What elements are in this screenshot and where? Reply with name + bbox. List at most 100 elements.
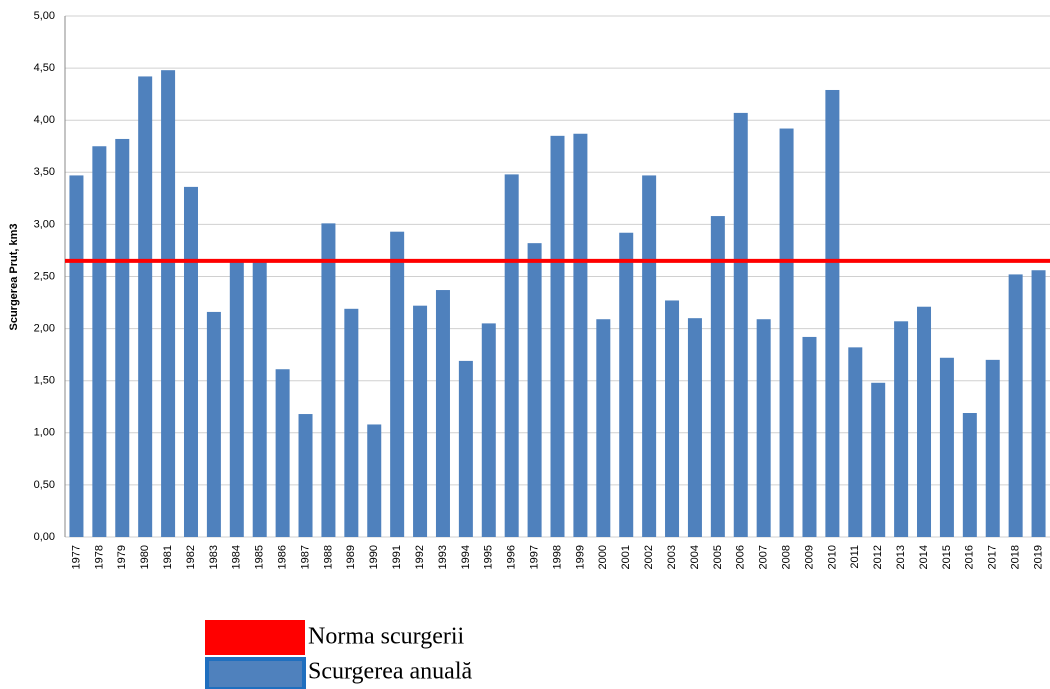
x-tick-label: 2008 xyxy=(780,545,792,569)
y-axis-label: Scurgerea Prut, km3 xyxy=(8,224,20,331)
bar xyxy=(733,112,748,537)
bar xyxy=(161,70,176,538)
x-tick-label: 1984 xyxy=(231,545,243,569)
bar xyxy=(275,369,290,537)
y-tick-label: 4,50 xyxy=(34,62,55,74)
bar xyxy=(435,290,450,537)
bar xyxy=(665,300,680,537)
bar xyxy=(458,360,473,537)
x-tick-label: 2011 xyxy=(849,545,861,569)
bar xyxy=(848,347,863,537)
bar xyxy=(229,259,244,537)
x-tick-label: 2017 xyxy=(987,545,999,569)
bar xyxy=(710,216,725,537)
bar xyxy=(573,133,588,537)
x-tick-label: 2019 xyxy=(1032,545,1044,569)
legend-swatch xyxy=(205,657,306,689)
x-tick-label: 2012 xyxy=(872,545,884,569)
y-tick-label: 2,00 xyxy=(34,323,55,335)
x-tick-label: 1978 xyxy=(93,545,105,569)
x-tick-label: 2003 xyxy=(666,545,678,569)
bar xyxy=(619,232,634,537)
x-tick-label: 2002 xyxy=(643,545,655,569)
x-tick-label: 1996 xyxy=(506,545,518,569)
bar xyxy=(825,89,840,538)
bar xyxy=(894,321,909,537)
x-tick-label: 1991 xyxy=(391,545,403,569)
bar xyxy=(985,359,1000,537)
x-tick-label: 2014 xyxy=(918,545,930,569)
y-tick-label: 3,00 xyxy=(34,218,55,230)
bar xyxy=(183,186,198,537)
bar xyxy=(367,424,382,537)
x-tick-label: 1997 xyxy=(528,545,540,569)
y-tick-label: 2,50 xyxy=(34,270,55,282)
bar xyxy=(550,135,565,537)
legend-swatch xyxy=(205,620,305,655)
bar xyxy=(69,175,84,537)
y-tick-label: 1,00 xyxy=(34,427,55,439)
x-tick-label: 2004 xyxy=(689,545,701,569)
x-tick-label: 1994 xyxy=(460,545,472,569)
x-tick-label: 1995 xyxy=(483,545,495,569)
x-tick-label: 2005 xyxy=(712,545,724,569)
bar xyxy=(779,128,794,537)
bar xyxy=(504,174,519,537)
x-tick-label: 1987 xyxy=(299,545,311,569)
bar xyxy=(756,319,771,537)
bar xyxy=(1031,270,1046,537)
y-tick-label: 5,00 xyxy=(34,10,55,22)
x-tick-label: 1981 xyxy=(162,545,174,569)
x-tick-label: 2013 xyxy=(895,545,907,569)
legend-label: Scurgerea anuală xyxy=(308,659,472,685)
bar xyxy=(481,323,496,537)
x-tick-label: 1985 xyxy=(254,545,266,569)
bar xyxy=(939,357,954,537)
x-tick-label: 2000 xyxy=(597,545,609,569)
x-tick-label: 2007 xyxy=(758,545,770,569)
x-tick-label: 1982 xyxy=(185,545,197,569)
bar xyxy=(1008,274,1023,537)
bar xyxy=(138,76,153,537)
legend-label: Norma scurgerii xyxy=(308,624,465,650)
bar xyxy=(871,382,886,537)
x-tick-label: 2016 xyxy=(964,545,976,569)
bar xyxy=(92,146,107,537)
x-tick-label: 1989 xyxy=(345,545,357,569)
bar xyxy=(596,319,611,537)
bar xyxy=(962,413,977,537)
x-tick-label: 1986 xyxy=(277,545,289,569)
x-tick-label: 1979 xyxy=(116,545,128,569)
bar xyxy=(687,318,702,537)
bar xyxy=(344,308,359,537)
x-tick-label: 2018 xyxy=(1010,545,1022,569)
x-tick-label: 2006 xyxy=(735,545,747,569)
x-tick-label: 2001 xyxy=(620,545,632,569)
x-tick-label: 1999 xyxy=(574,545,586,569)
x-tick-label: 1980 xyxy=(139,545,151,569)
x-tick-label: 2009 xyxy=(803,545,815,569)
y-tick-label: 1,50 xyxy=(34,375,55,387)
y-tick-label: 4,00 xyxy=(34,114,55,126)
bar xyxy=(321,223,336,537)
bar xyxy=(390,231,405,537)
x-tick-label: 1993 xyxy=(437,545,449,569)
x-tick-label: 1983 xyxy=(208,545,220,569)
bar xyxy=(206,311,221,537)
bar xyxy=(527,243,542,537)
bar xyxy=(802,336,817,537)
x-tick-label: 1998 xyxy=(551,545,563,569)
x-tick-label: 1990 xyxy=(368,545,380,569)
bar xyxy=(115,138,130,537)
bar xyxy=(298,414,313,537)
bar xyxy=(413,305,428,537)
x-tick-label: 2010 xyxy=(826,545,838,569)
y-tick-label: 0,50 xyxy=(34,479,55,491)
bar xyxy=(917,306,932,537)
x-tick-label: 1988 xyxy=(322,545,334,569)
x-tick-label: 2015 xyxy=(941,545,953,569)
bar xyxy=(252,259,267,537)
bar xyxy=(642,175,657,537)
y-tick-label: 0,00 xyxy=(34,531,55,543)
